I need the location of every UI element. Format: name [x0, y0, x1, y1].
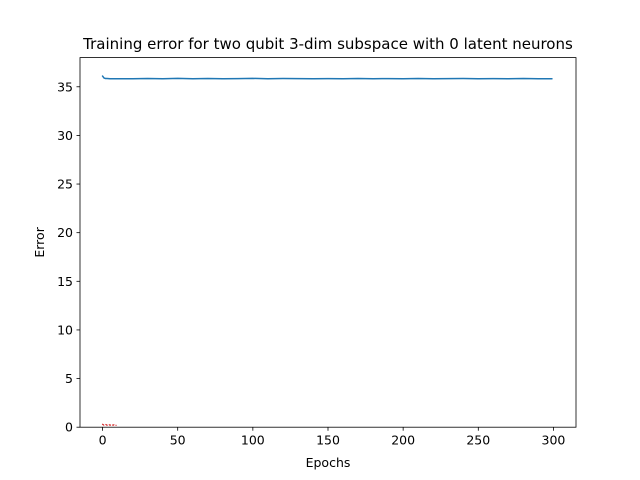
axes-frame [79, 57, 577, 428]
x-tick-label: 200 [391, 433, 415, 448]
x-tick-label: 50 [170, 433, 186, 448]
series-line-1 [101, 423, 117, 426]
y-tick-label: 15 [57, 274, 73, 289]
x-tick-label: 300 [542, 433, 566, 448]
x-tick-label: 0 [99, 433, 107, 448]
y-axis-label: Error [32, 226, 47, 257]
y-tick-label: 10 [57, 322, 73, 337]
x-tick-label: 100 [241, 433, 265, 448]
y-tick-label: 25 [57, 177, 73, 192]
series-layer [101, 75, 553, 426]
y-tick-label: 30 [57, 128, 73, 143]
x-tick-label: 150 [316, 433, 340, 448]
y-tick-label: 35 [57, 79, 73, 94]
x-tick-label: 250 [466, 433, 490, 448]
y-tick-label: 5 [65, 371, 73, 386]
plot-area [79, 57, 577, 428]
x-axis: 0 50 100 150 200 250 300 [99, 427, 566, 448]
x-axis-label: Epochs [306, 455, 351, 470]
series-line-0 [101, 75, 553, 80]
y-tick-label: 20 [57, 225, 73, 240]
chart-title: Training error for two qubit 3-dim subsp… [82, 35, 573, 53]
y-tick-label: 0 [65, 420, 73, 435]
y-axis: 0 5 10 15 20 25 30 35 [57, 79, 80, 435]
